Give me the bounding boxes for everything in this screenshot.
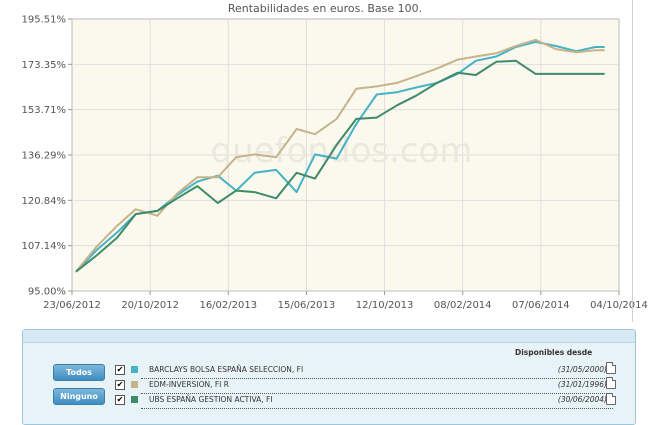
x-tick-label: 12/10/2013 xyxy=(356,300,414,311)
y-tick-label: 153.71% xyxy=(22,105,67,116)
series-checkbox[interactable]: ✔ xyxy=(115,395,125,405)
fund-name[interactable]: EDM-INVERSION, FI R xyxy=(149,380,229,389)
x-tick-label: 04/10/2014 xyxy=(590,300,648,311)
y-tick-label: 120.84% xyxy=(22,196,67,207)
series-line xyxy=(75,40,605,273)
series-line xyxy=(75,59,605,273)
chart-right-border xyxy=(632,0,633,322)
available-since-header: Disponibles desde xyxy=(515,348,593,357)
legend-row-ubs: ✔ UBS ESPAÑA GESTION ACTIVA, FI (30/06/2… xyxy=(113,393,613,409)
series-color-swatch xyxy=(131,381,138,388)
row-divider xyxy=(141,393,613,394)
line-chart: 23/06/2012 20/10/2012 16/02/2013 15/06/2013… xyxy=(22,15,648,312)
series-color-swatch xyxy=(131,366,138,373)
series-checkbox[interactable]: ✔ xyxy=(115,365,125,375)
y-tick-label: 107.14% xyxy=(22,241,67,252)
select-all-button[interactable]: Todos xyxy=(53,364,105,381)
fund-available-date: (31/05/2000) xyxy=(557,365,607,374)
select-none-button[interactable]: Ninguno xyxy=(53,388,105,405)
legend-row-barclays: ✔ BARCLAYS BOLSA ESPAÑA SELECCION, FI (3… xyxy=(113,363,613,379)
fund-name[interactable]: BARCLAYS BOLSA ESPAÑA SELECCION, FI xyxy=(149,365,304,374)
chart-area: 23/06/2012 20/10/2012 16/02/2013 15/06/2013… xyxy=(22,0,648,322)
legend-panel: Todos Ninguno Disponibles desde ✔ BARCLA… xyxy=(22,329,636,425)
fund-name[interactable]: UBS ESPAÑA GESTION ACTIVA, FI xyxy=(149,395,273,404)
y-tick-label: 195.51% xyxy=(22,15,67,26)
y-tick-label: 95.00% xyxy=(28,287,66,298)
chart-title: Rentabilidades en euros. Base 100. xyxy=(227,2,423,15)
x-tick-label: 20/10/2012 xyxy=(121,300,179,311)
document-icon[interactable] xyxy=(606,377,616,389)
series-color-swatch xyxy=(131,396,138,403)
row-divider xyxy=(141,408,613,409)
x-tick-label: 07/06/2014 xyxy=(512,300,570,311)
y-tick-label: 136.29% xyxy=(22,150,67,161)
legend-panel-header xyxy=(23,330,635,343)
fund-available-date: (31/01/1996) xyxy=(557,380,607,389)
fund-available-date: (30/06/2004) xyxy=(557,395,607,404)
document-icon[interactable] xyxy=(606,393,616,405)
x-tick-label: 23/06/2012 xyxy=(43,300,101,311)
x-tick-label: 08/02/2014 xyxy=(434,300,492,311)
series-checkbox[interactable]: ✔ xyxy=(115,380,125,390)
x-tick-label: 16/02/2013 xyxy=(199,300,257,311)
y-tick-label: 173.35% xyxy=(22,60,67,71)
row-divider xyxy=(141,378,613,379)
document-icon[interactable] xyxy=(606,362,616,374)
x-tick-label: 15/06/2013 xyxy=(278,300,336,311)
legend-row-edm: ✔ EDM-INVERSION, FI R (31/01/1996) xyxy=(113,378,613,394)
